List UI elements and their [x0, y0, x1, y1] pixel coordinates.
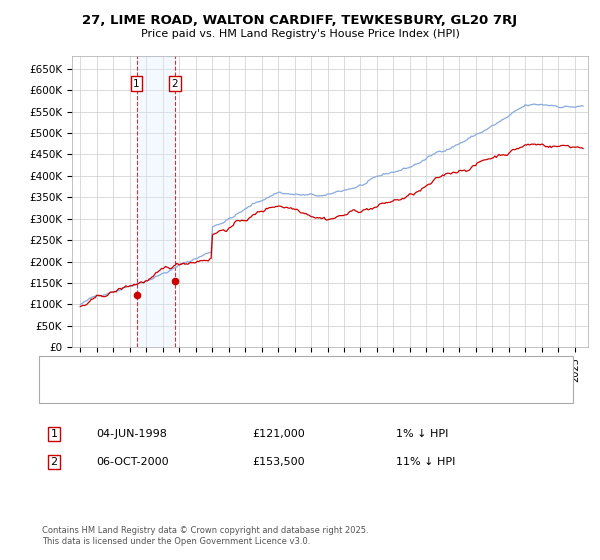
Text: Price paid vs. HM Land Registry's House Price Index (HPI): Price paid vs. HM Land Registry's House …: [140, 29, 460, 39]
Text: 1: 1: [50, 429, 58, 439]
Text: 11% ↓ HPI: 11% ↓ HPI: [396, 457, 455, 467]
Text: 2: 2: [50, 457, 58, 467]
Text: £121,000: £121,000: [252, 429, 305, 439]
Text: 04-JUN-1998: 04-JUN-1998: [96, 429, 167, 439]
Text: 1% ↓ HPI: 1% ↓ HPI: [396, 429, 448, 439]
Text: £153,500: £153,500: [252, 457, 305, 467]
Text: 27, LIME ROAD, WALTON CARDIFF, TEWKESBURY, GL20 7RJ (detached house): 27, LIME ROAD, WALTON CARDIFF, TEWKESBUR…: [87, 365, 465, 375]
Text: 27, LIME ROAD, WALTON CARDIFF, TEWKESBURY, GL20 7RJ: 27, LIME ROAD, WALTON CARDIFF, TEWKESBUR…: [82, 14, 518, 27]
Text: Contains HM Land Registry data © Crown copyright and database right 2025.
This d: Contains HM Land Registry data © Crown c…: [42, 526, 368, 546]
Text: 06-OCT-2000: 06-OCT-2000: [96, 457, 169, 467]
Bar: [137, 56, 175, 347]
Text: 1: 1: [133, 79, 140, 89]
Text: 2: 2: [172, 79, 178, 89]
Text: HPI: Average price, detached house, Tewkesbury: HPI: Average price, detached house, Tewk…: [87, 384, 325, 394]
